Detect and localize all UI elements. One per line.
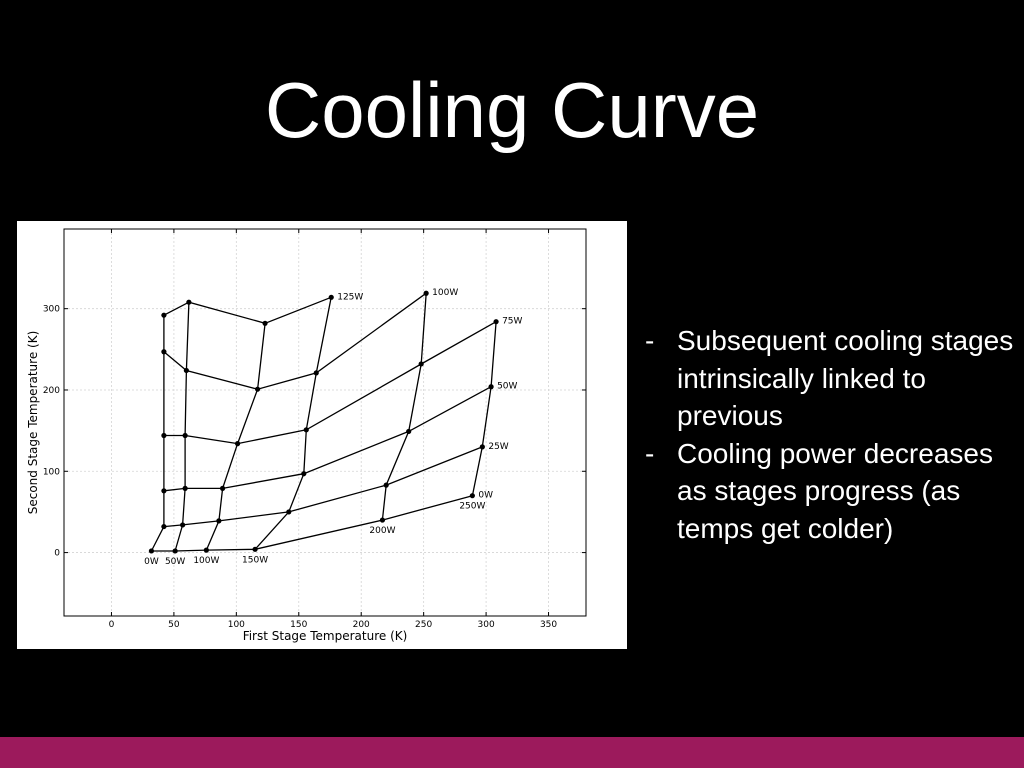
x-tick-label: 350	[540, 620, 557, 630]
series-line	[254, 297, 332, 550]
bullet-list: - Subsequent cooling stages intrinsicall…	[645, 322, 1015, 547]
x-axis-label: First Stage Temperature (K)	[243, 629, 408, 643]
data-point	[216, 518, 222, 524]
series-line	[163, 321, 497, 445]
y-tick-label: 0	[54, 549, 60, 559]
data-point	[328, 294, 334, 300]
data-label: 100W	[432, 288, 458, 298]
series-line	[163, 446, 483, 528]
data-point	[262, 320, 268, 326]
data-point	[182, 485, 188, 491]
data-label: 50W	[165, 557, 185, 567]
data-point	[161, 312, 167, 318]
series-line	[163, 296, 332, 324]
chart-svg: 0 50 100 150 200 250 300 350 0 100 200 300 First Sta…	[26, 228, 587, 643]
series-line	[150, 315, 165, 552]
data-label: 50W	[497, 382, 517, 392]
data-label: 250W	[459, 502, 485, 512]
data-point	[383, 482, 389, 488]
data-point	[252, 546, 258, 552]
data-point	[203, 547, 209, 553]
bullet-item: - Cooling power decreases as stages prog…	[645, 435, 1015, 548]
data-label: 200W	[369, 526, 395, 536]
x-tick-label: 150	[290, 620, 307, 630]
series-line	[381, 293, 427, 521]
data-label: 150W	[242, 555, 268, 565]
x-tick-label: 50	[168, 620, 180, 630]
data-point	[418, 361, 424, 367]
bullet-item: - Subsequent cooling stages intrinsicall…	[645, 322, 1015, 435]
data-point	[254, 386, 261, 392]
bullet-text: Subsequent cooling stages intrinsically …	[677, 325, 1014, 431]
data-label: 0W	[478, 491, 493, 501]
x-tick-label: 300	[478, 620, 495, 630]
data-point	[406, 428, 412, 435]
bullet-text: Cooling power decreases as stages progre…	[677, 437, 993, 544]
x-tick-label: 0	[109, 620, 115, 630]
data-point	[493, 319, 499, 325]
plot-frame	[63, 228, 587, 617]
data-point	[182, 432, 188, 439]
data-point	[161, 432, 167, 439]
series-line	[174, 302, 190, 552]
data-point	[286, 509, 292, 515]
data-point	[379, 517, 386, 523]
y-tick-label: 100	[43, 467, 60, 477]
data-label: 100W	[193, 556, 219, 566]
data-point	[161, 523, 167, 530]
data-label: 75W	[502, 317, 522, 327]
series-line	[163, 292, 427, 390]
data-label: 125W	[337, 292, 363, 302]
data-point	[172, 548, 178, 554]
x-tick-label: 100	[228, 620, 245, 630]
footer-bar	[0, 737, 1024, 768]
cooling-curve-chart: 0 50 100 150 200 250 300 350 0 100 200 300 First Sta…	[17, 221, 627, 649]
x-tick-label: 200	[353, 620, 370, 630]
series-line	[471, 321, 497, 496]
data-point	[488, 384, 494, 390]
data-point	[313, 370, 319, 376]
data-point	[186, 299, 192, 305]
data-point	[469, 493, 475, 499]
data-point	[479, 444, 485, 450]
data-point	[301, 471, 307, 477]
data-point	[161, 349, 167, 355]
slide-title: Cooling Curve	[264, 66, 760, 154]
y-tick-label: 300	[43, 305, 60, 315]
bullet-marker: -	[645, 437, 655, 469]
data-point	[234, 441, 241, 447]
data-point	[148, 548, 155, 554]
data-label: 0W	[144, 557, 159, 567]
series-line	[163, 386, 492, 492]
data-point	[219, 485, 226, 491]
data-point	[423, 290, 429, 296]
data-label: 25W	[488, 442, 508, 452]
data-point	[303, 427, 309, 433]
data-point	[183, 367, 189, 374]
series-line	[151, 495, 473, 552]
series-line	[205, 323, 266, 551]
data-point	[161, 488, 167, 494]
data-point	[180, 522, 186, 528]
y-axis-label: Second Stage Temperature (K)	[26, 331, 40, 515]
x-tick-label: 250	[415, 620, 432, 630]
y-tick-label: 200	[43, 386, 60, 396]
bullet-marker: -	[645, 325, 655, 356]
